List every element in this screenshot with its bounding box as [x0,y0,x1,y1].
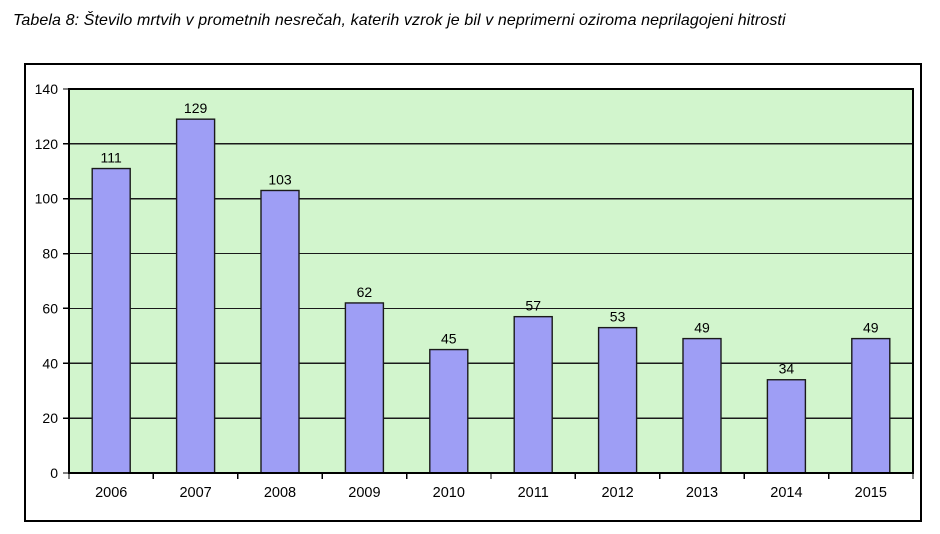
y-axis-tick-label-120: 120 [35,136,59,152]
bar-value-label-2007: 129 [184,100,208,116]
bar-value-label-2015: 49 [863,320,879,336]
bar-value-label-2008: 103 [268,171,292,187]
bar-value-label-2010: 45 [441,331,457,347]
bar-2012 [597,326,638,474]
y-axis-tick-label-140: 140 [35,81,59,97]
x-axis-category-label-2008: 2008 [264,485,296,501]
x-axis-category-label-2011: 2011 [518,485,549,501]
y-axis-tick-label-20: 20 [42,410,58,426]
bar-value-label-2006: 111 [101,150,122,166]
y-axis-tick-label-100: 100 [35,191,59,207]
bar-value-label-2014: 34 [779,361,795,377]
y-axis-tick-label-40: 40 [42,355,58,371]
bar-value-label-2012: 53 [610,309,626,325]
x-axis-category-label-2012: 2012 [601,485,633,501]
y-axis-tick-label-80: 80 [42,246,58,262]
y-axis-tick-label-60: 60 [42,300,58,316]
chart-caption: Tabela 8: Število mrtvih v prometnih nes… [13,12,786,29]
bar-2008 [260,189,300,474]
bar-2011 [513,315,553,474]
bar-2006 [91,167,131,474]
bar-value-label-2013: 49 [694,320,710,336]
bar-chart: 111 2006 129 2007 103 2008 62 2009 45 2010 57 2011 5… [35,81,914,501]
chart-frame: 111 2006 129 2007 103 2008 62 2009 45 2010 57 2011 5… [24,63,922,522]
x-axis-category-label-2013: 2013 [686,485,718,501]
x-axis-category-label-2009: 2009 [348,485,380,501]
bar-value-label-2011: 57 [525,298,541,314]
bar-value-label-2009: 62 [357,284,373,300]
x-axis-category-label-2010: 2010 [433,485,465,501]
x-axis-category-label-2014: 2014 [770,485,802,501]
x-axis-category-label-2006: 2006 [95,485,127,501]
bar-2009 [344,302,385,474]
bar-2007 [175,118,216,474]
bar-2015 [851,337,891,474]
x-axis-category-label-2015: 2015 [855,485,887,501]
bar-2014 [766,379,807,474]
x-axis-category-label-2007: 2007 [179,485,211,501]
bar-2010 [429,348,469,474]
y-axis-tick-label-0: 0 [50,465,58,481]
bar-2013 [682,337,722,474]
